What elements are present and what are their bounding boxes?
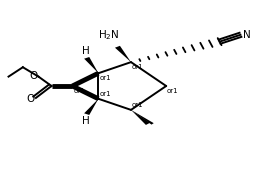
Text: H$_2$N: H$_2$N	[98, 28, 120, 42]
Text: O: O	[26, 94, 35, 104]
Text: or1: or1	[132, 102, 143, 108]
Text: or1: or1	[73, 88, 85, 94]
Text: H: H	[81, 46, 89, 56]
Text: or1: or1	[132, 64, 143, 70]
Text: or1: or1	[99, 91, 111, 97]
Text: or1: or1	[99, 75, 111, 81]
Polygon shape	[115, 46, 131, 62]
Polygon shape	[84, 57, 99, 73]
Polygon shape	[84, 99, 99, 115]
Text: or1: or1	[167, 88, 179, 94]
Text: N: N	[243, 30, 251, 40]
Polygon shape	[131, 110, 150, 125]
Polygon shape	[131, 110, 154, 125]
Text: O: O	[29, 71, 37, 81]
Text: H: H	[81, 116, 89, 126]
